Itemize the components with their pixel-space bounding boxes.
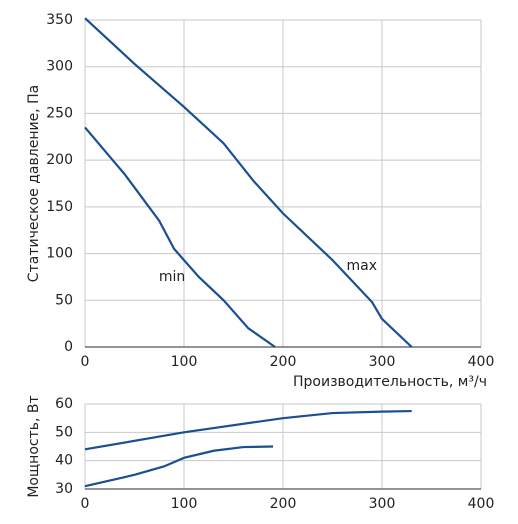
x-tick-label: 200 [270, 496, 297, 512]
y-tick-label: 300 [46, 59, 73, 75]
series-line [84, 445, 274, 488]
series-line [84, 126, 276, 348]
y-axis-label: Статическое давление, Па [26, 85, 42, 282]
y-tick-label: 50 [55, 424, 73, 440]
y-axis-label: Мощность, Вт [26, 395, 42, 497]
y-tick-label: 40 [55, 453, 73, 469]
x-axis-label: Производительность, м³/ч [293, 374, 487, 390]
series-line [84, 409, 412, 451]
y-tick-label: 150 [46, 199, 73, 215]
x-tick-label: 300 [369, 496, 396, 512]
y-tick-label: 100 [46, 246, 73, 262]
y-tick-label: 200 [46, 152, 73, 168]
y-tick-label: 0 [64, 339, 73, 355]
y-tick-label: 250 [46, 105, 73, 121]
x-tick-label: 100 [171, 354, 198, 370]
y-tick-label: 60 [55, 396, 73, 412]
x-tick-label: 0 [81, 496, 90, 512]
x-tick-label: 100 [171, 496, 198, 512]
y-tick-label: 350 [46, 12, 73, 28]
series-label: min [159, 269, 185, 285]
y-tick-label: 50 [55, 292, 73, 308]
x-tick-label: 400 [468, 496, 495, 512]
x-tick-label: 0 [81, 354, 90, 370]
x-tick-label: 200 [270, 354, 297, 370]
x-tick-label: 300 [369, 354, 396, 370]
y-tick-label: 30 [55, 481, 73, 497]
series-line [84, 17, 413, 348]
x-tick-label: 400 [468, 354, 495, 370]
series-label: max [347, 258, 378, 274]
